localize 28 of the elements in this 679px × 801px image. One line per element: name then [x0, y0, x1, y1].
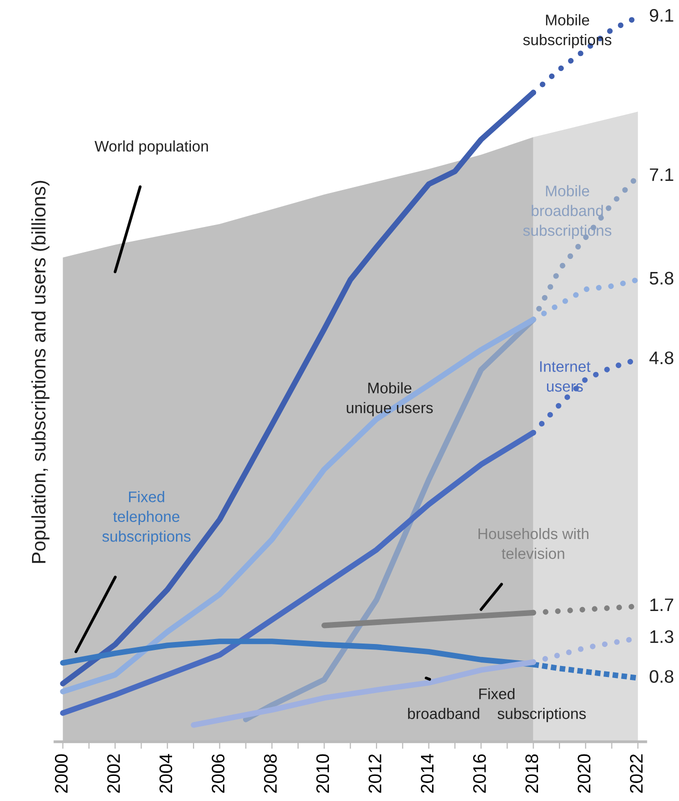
- x-tick-label: 2006: [212, 754, 225, 793]
- series-label: Fixed broadband subscriptions: [408, 688, 586, 722]
- series-label: World population: [94, 140, 208, 155]
- x-tick-label: 2000: [54, 754, 68, 793]
- x-tick-label: 2022: [630, 754, 643, 793]
- x-tick-label: 2020: [578, 754, 590, 793]
- text: Internet users: [540, 361, 590, 392]
- x-tick-label: 2004: [159, 754, 172, 793]
- text: Mobile subscriptions: [523, 14, 612, 48]
- data-label: 0.8: [650, 670, 674, 683]
- x-tick-label: 2016: [473, 754, 486, 793]
- data-label: 4.8: [649, 351, 674, 364]
- series-label: Mobile unique users: [346, 382, 433, 416]
- x-tick-label: 2012: [368, 754, 382, 793]
- data-label: 1.3: [650, 630, 674, 644]
- x-tick-label: 2008: [264, 754, 277, 793]
- text: Mobile broadband subscriptions: [523, 185, 612, 239]
- x-tick-label: 2014: [420, 754, 434, 793]
- x-tick-label: 2002: [107, 754, 120, 793]
- data-label: 5.8: [650, 272, 674, 285]
- data-label: 1.7: [650, 598, 674, 611]
- text: Households with television: [478, 528, 588, 559]
- y-axis-title: Population, subscriptions and users (billions): [31, 180, 50, 563]
- data-label: 9.1: [650, 8, 674, 22]
- x-tick-label: 2018: [525, 754, 538, 793]
- data-label: 7.1: [650, 168, 674, 181]
- text: Fixed telephone subscriptions: [102, 491, 191, 545]
- x-tick-label: 2010: [316, 754, 330, 793]
